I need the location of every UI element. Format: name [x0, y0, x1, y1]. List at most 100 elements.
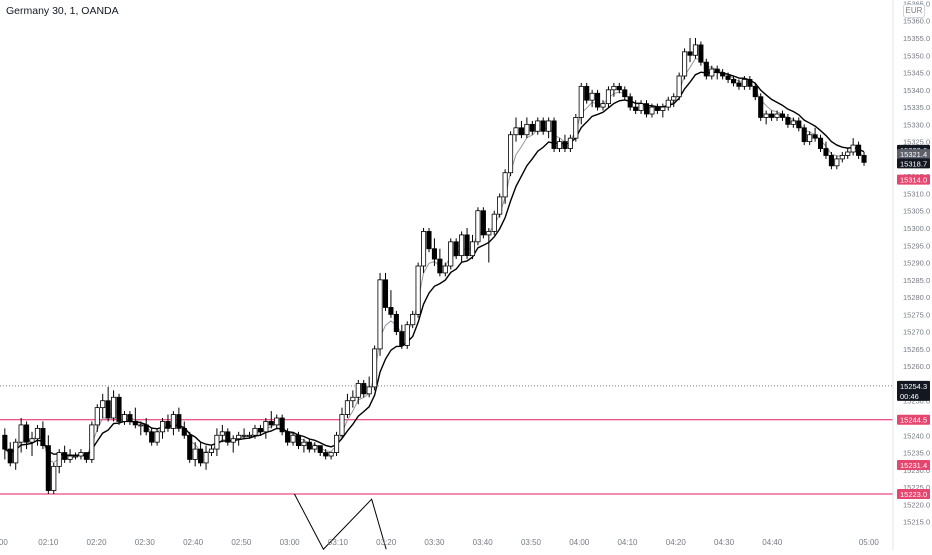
candle-body-down	[279, 417, 285, 433]
candle	[67, 449, 73, 463]
candle	[486, 228, 492, 263]
candle-body-up	[469, 241, 476, 257]
candle-body-down	[132, 421, 138, 426]
candle	[154, 428, 160, 446]
candle-body-down	[823, 148, 829, 156]
line-price-label: 15223.0	[900, 490, 927, 499]
candle-body-up	[676, 75, 682, 98]
candle	[159, 418, 166, 439]
candle-body-down	[62, 452, 68, 460]
candle	[611, 82, 617, 97]
candle	[290, 431, 296, 446]
candle-body-down	[143, 424, 149, 433]
candle-body-down	[127, 414, 133, 422]
price-tick-label: 15230.0	[903, 466, 930, 475]
candle-body-up	[790, 120, 796, 125]
price-tick-label: 15235.0	[903, 449, 930, 458]
price-marker-label-bg	[897, 459, 930, 470]
candle	[78, 449, 84, 460]
price-marker-label-bg	[897, 158, 930, 169]
candle-body-down	[687, 51, 693, 56]
candle	[491, 210, 497, 235]
candle-body-up	[301, 441, 307, 447]
candle-body-down	[426, 231, 432, 250]
candle	[584, 82, 590, 104]
candle	[807, 131, 813, 146]
price-axis[interactable]: 15215.0 15220.0 15225.0 15230.0 15235.0 15240…	[892, 0, 932, 550]
candle	[649, 103, 655, 118]
time-tick-label: 03:40	[473, 538, 494, 547]
candle-body-up	[111, 396, 117, 419]
price-lines-layer	[0, 385, 893, 495]
candle-body-up	[508, 134, 514, 174]
candle	[834, 155, 840, 170]
candle	[13, 438, 19, 470]
candle-body-down	[698, 44, 704, 63]
candle	[720, 69, 726, 80]
price-tick-label: 15330.0	[903, 120, 930, 129]
candle-body-down	[779, 113, 786, 118]
candle-body-down	[785, 117, 791, 125]
candle-body-up	[600, 103, 606, 108]
candle	[752, 82, 758, 101]
candle-body-down	[464, 234, 470, 257]
candle-body-down	[431, 248, 437, 260]
candle-body-up	[459, 234, 465, 257]
candle	[459, 231, 465, 263]
candle	[741, 76, 747, 90]
candle-body-up	[192, 448, 198, 460]
candle	[790, 117, 796, 128]
candle	[817, 134, 824, 152]
price-marker-label: 15321.4	[900, 150, 927, 159]
price-marker-label: 15318.7	[900, 159, 927, 168]
price-tick-label: 15225.0	[903, 483, 930, 492]
candle-body-down	[714, 68, 720, 73]
candle-body-up	[94, 407, 100, 426]
candle	[714, 65, 720, 80]
candle-body-down	[285, 431, 291, 443]
candle-body-up	[589, 92, 595, 101]
candle	[850, 138, 856, 156]
candle	[676, 72, 682, 101]
price-marker-label: 15314.0	[900, 176, 927, 185]
candle-body-up	[845, 151, 851, 156]
candle-body-down	[198, 448, 204, 464]
last-price-label-timer: 00:46	[900, 392, 919, 401]
candle	[18, 418, 24, 453]
candle	[578, 82, 584, 125]
candle	[404, 321, 410, 349]
price-tick-label: 15215.0	[903, 518, 930, 527]
candle-body-down	[317, 445, 323, 453]
candle-body-down	[306, 441, 312, 450]
candle	[350, 390, 356, 408]
candle	[665, 96, 671, 111]
candle-body-down	[801, 127, 807, 143]
candle-body-up	[100, 400, 106, 409]
candle-body-up	[208, 448, 215, 453]
candle	[785, 114, 791, 128]
candle	[24, 421, 30, 450]
time-tick-label: 03:30	[424, 538, 445, 547]
candle-body-down	[437, 258, 443, 274]
candle-body-down	[551, 120, 557, 149]
candle	[170, 411, 176, 436]
candle	[540, 117, 546, 135]
time-tick-label: 2:00	[0, 538, 8, 547]
time-axis[interactable]: 2:00 02:10 02:20 02:30 02:40 02:50 03:00 03:10 0…	[0, 538, 879, 547]
currency-badge[interactable]: EUR	[903, 4, 925, 18]
candle	[600, 100, 606, 111]
candle	[198, 442, 204, 467]
candles-layer	[2, 38, 867, 494]
candle	[83, 452, 89, 463]
candle-body-up	[567, 137, 573, 149]
candle-body-up	[312, 445, 318, 450]
candle	[442, 262, 448, 277]
candle-body-down	[225, 431, 231, 443]
candle-body-up	[236, 434, 242, 440]
candle-body-up	[497, 196, 503, 215]
time-tick-label: 04:10	[617, 538, 638, 547]
candle	[725, 72, 731, 83]
candle	[121, 411, 128, 425]
